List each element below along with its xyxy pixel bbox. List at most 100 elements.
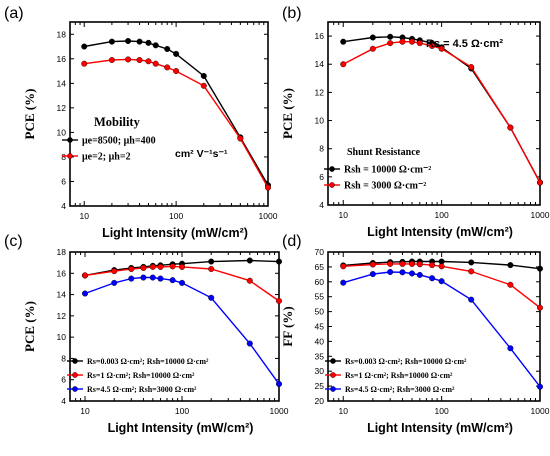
data-point bbox=[152, 60, 159, 67]
y-tick-label: 14 bbox=[57, 290, 67, 300]
panel-label: (a) bbox=[4, 5, 24, 22]
x-axis-label: Light Intensity (mW/cm²) bbox=[108, 421, 254, 435]
data-point bbox=[409, 260, 416, 267]
data-point bbox=[208, 294, 215, 301]
x-tick-label: 100 bbox=[169, 211, 183, 221]
y-tick-label: 40 bbox=[315, 336, 325, 346]
data-point bbox=[136, 57, 143, 64]
data-point bbox=[145, 39, 152, 46]
data-point bbox=[208, 258, 215, 265]
y-tick-label: 12 bbox=[57, 103, 67, 113]
series-line bbox=[84, 276, 280, 385]
panel-label: (c) bbox=[4, 233, 23, 250]
data-point bbox=[276, 380, 283, 387]
data-point bbox=[173, 50, 180, 57]
legend-entry: μe=2; μh=2 bbox=[82, 152, 131, 163]
data-point bbox=[399, 269, 406, 276]
data-point bbox=[149, 274, 156, 281]
y-tick-label: 14 bbox=[315, 59, 325, 69]
data-point bbox=[416, 271, 423, 278]
series-line bbox=[343, 271, 541, 388]
data-point bbox=[340, 38, 347, 45]
y-tick-label: 10 bbox=[315, 116, 325, 126]
legend-entry: Rs=0.003 Ω·cm²; Rsh=10000 Ω·cm² bbox=[87, 357, 209, 366]
y-tick-label: 16 bbox=[315, 31, 325, 41]
data-point bbox=[387, 33, 394, 40]
legend-swatch-marker bbox=[67, 153, 73, 159]
data-point bbox=[164, 64, 171, 71]
data-point bbox=[369, 261, 376, 268]
annotation: Rs = 4.5 Ω·cm² bbox=[426, 38, 503, 50]
y-axis-label: FF (%) bbox=[280, 306, 295, 346]
legend-entry: Rs=1 Ω·cm²; Rsh=10000 Ω·cm² bbox=[87, 371, 195, 380]
data-point bbox=[537, 304, 544, 311]
y-tick-label: 4 bbox=[319, 200, 324, 210]
data-point bbox=[507, 124, 514, 131]
data-point bbox=[128, 266, 135, 273]
chart-panel-3: 4 6 8 10 12 14 16 18 10 100 1000 Light Intensity (m… bbox=[4, 233, 289, 435]
data-point bbox=[429, 42, 436, 49]
y-tick-label: 10 bbox=[57, 127, 67, 137]
data-point bbox=[140, 274, 147, 281]
legend-entry: Rsh = 10000 Ω·cm⁻² bbox=[344, 165, 431, 176]
data-point bbox=[387, 260, 394, 267]
data-point bbox=[468, 268, 475, 275]
annotation: cm² V⁻¹s⁻¹ bbox=[175, 148, 228, 160]
data-point bbox=[369, 271, 376, 278]
y-tick-label: 8 bbox=[319, 144, 324, 154]
data-point bbox=[276, 297, 283, 304]
x-tick-label: 100 bbox=[175, 406, 189, 416]
data-point bbox=[507, 281, 514, 288]
x-tick-label: 100 bbox=[435, 406, 449, 416]
y-tick-label: 18 bbox=[57, 247, 67, 257]
legend-entry: Rs=4.5 Ω·cm²; Rsh=3000 Ω·cm² bbox=[345, 385, 455, 394]
legend-entry: Rs=1 Ω·cm²; Rsh=10000 Ω·cm² bbox=[345, 371, 453, 380]
y-tick-label: 14 bbox=[57, 78, 67, 88]
x-axis-label: Light Intensity (mW/cm²) bbox=[367, 421, 513, 435]
data-point bbox=[468, 259, 475, 266]
x-tick-label: 1000 bbox=[259, 211, 278, 221]
y-axis-label: PCE (%) bbox=[22, 89, 37, 140]
data-point bbox=[111, 279, 118, 286]
data-point bbox=[200, 72, 207, 79]
data-point bbox=[237, 135, 244, 142]
data-point bbox=[438, 263, 445, 270]
data-point bbox=[537, 383, 544, 390]
chart-panel-4: 20 25 30 35 40 45 50 55 60 65 70 10 100 1000 Light Int… bbox=[280, 233, 550, 435]
y-tick-label: 4 bbox=[61, 201, 66, 211]
data-point bbox=[149, 263, 156, 270]
y-tick-label: 55 bbox=[315, 292, 325, 302]
y-tick-label: 70 bbox=[315, 247, 325, 257]
data-point bbox=[468, 296, 475, 303]
y-axis-label: PCE (%) bbox=[280, 88, 295, 139]
data-point bbox=[438, 45, 445, 52]
x-tick-label: 1000 bbox=[270, 406, 289, 416]
data-point bbox=[429, 275, 436, 282]
data-point bbox=[409, 270, 416, 277]
legend: Mobility μe=8500; μh=400 μe=2; μh=2 bbox=[62, 115, 156, 163]
data-point bbox=[179, 279, 186, 286]
panel-label: (d) bbox=[282, 233, 302, 250]
data-point bbox=[340, 61, 347, 68]
data-point bbox=[507, 262, 514, 269]
legend-swatch-marker bbox=[72, 386, 78, 392]
legend-title: Shunt Resistance bbox=[347, 147, 421, 158]
y-tick-label: 10 bbox=[57, 332, 67, 342]
data-point bbox=[140, 264, 147, 271]
legend-swatch-marker bbox=[329, 166, 335, 172]
data-point bbox=[416, 40, 423, 47]
chart-panel-2: 4 6 8 10 12 14 16 10 100 1000 Light Intensity (mW/… bbox=[280, 5, 550, 239]
data-point bbox=[179, 263, 186, 270]
legend-title: Mobility bbox=[94, 115, 141, 129]
data-point bbox=[108, 38, 115, 45]
data-point bbox=[399, 38, 406, 45]
data-point bbox=[369, 45, 376, 52]
data-point bbox=[246, 257, 253, 264]
data-point bbox=[429, 262, 436, 269]
data-point bbox=[399, 260, 406, 267]
data-point bbox=[169, 263, 176, 270]
legend-entry: μe=8500; μh=400 bbox=[82, 136, 156, 147]
y-tick-label: 18 bbox=[57, 29, 67, 39]
data-point bbox=[468, 64, 475, 71]
